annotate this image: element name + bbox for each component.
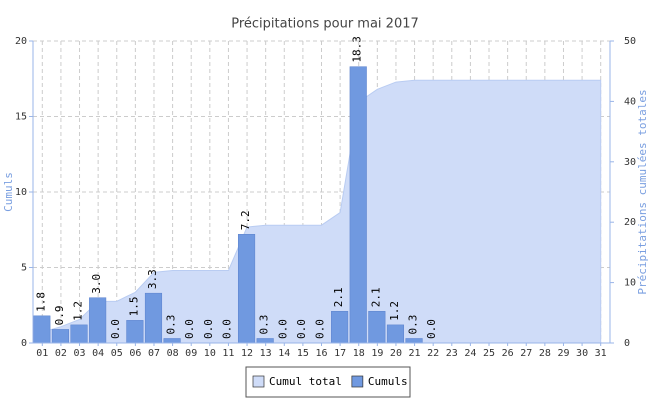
y2-tick-label: 40 xyxy=(624,96,636,107)
data-label: 0.3 xyxy=(407,315,420,335)
x-tick-label: 21 xyxy=(409,348,421,359)
y2-tick-label: 20 xyxy=(624,217,636,228)
data-label: 0.0 xyxy=(202,319,215,339)
data-label: 0.0 xyxy=(314,319,327,339)
data-label: 0.0 xyxy=(425,319,438,339)
data-label: 0.0 xyxy=(220,319,233,339)
x-tick-label: 24 xyxy=(464,348,476,359)
bar xyxy=(144,292,163,344)
data-label: 0.0 xyxy=(295,319,308,339)
bar xyxy=(33,315,51,344)
x-tick-label: 11 xyxy=(222,348,234,359)
y-tick-label: 0 xyxy=(21,338,27,349)
legend-box xyxy=(245,366,411,398)
x-tick-label: 29 xyxy=(557,348,569,359)
data-label: 3.3 xyxy=(146,269,159,289)
x-tick-label: 19 xyxy=(371,348,383,359)
data-label: 0.3 xyxy=(165,315,178,335)
data-label: 7.2 xyxy=(239,210,252,230)
y2-axis-title: Précipitations cumulées totales xyxy=(636,89,649,294)
data-label: 1.8 xyxy=(34,292,47,312)
bar xyxy=(237,234,256,344)
y2-tick-label: 10 xyxy=(624,278,636,289)
cumulative-area xyxy=(41,79,602,344)
data-label: 1.2 xyxy=(72,301,85,321)
bar xyxy=(89,297,107,344)
data-label: 0.0 xyxy=(109,319,122,339)
y-tick-label: 20 xyxy=(15,36,27,47)
data-label: 1.5 xyxy=(127,296,140,316)
bar xyxy=(163,338,181,344)
x-tick-label: 12 xyxy=(241,348,253,359)
y-axis-title: Cumuls xyxy=(2,172,15,212)
x-tick-label: 08 xyxy=(167,348,179,359)
bar xyxy=(386,324,405,344)
y-tick-label: 15 xyxy=(15,112,27,123)
bar xyxy=(349,66,367,344)
data-label: 0.0 xyxy=(183,319,196,339)
legend-swatch xyxy=(351,375,364,388)
bar xyxy=(126,320,144,344)
x-tick-label: 06 xyxy=(129,348,141,359)
x-tick-label: 27 xyxy=(520,348,532,359)
x-tick-label: 14 xyxy=(278,348,290,359)
x-tick-label: 20 xyxy=(390,348,402,359)
x-tick-label: 15 xyxy=(297,348,309,359)
x-tick-label: 07 xyxy=(148,348,160,359)
x-tick-label: 04 xyxy=(92,348,104,359)
y2-tick-label: 50 xyxy=(624,36,636,47)
x-tick-label: 30 xyxy=(576,348,588,359)
y-tick-label: 10 xyxy=(15,187,27,198)
x-tick-label: 09 xyxy=(185,348,197,359)
bar xyxy=(368,311,386,344)
bar xyxy=(405,338,423,344)
data-label: 0.3 xyxy=(258,315,271,335)
x-tick-label: 25 xyxy=(483,348,495,359)
data-label: 1.2 xyxy=(388,301,401,321)
x-tick-label: 05 xyxy=(111,348,123,359)
legend-label: Cumuls xyxy=(368,375,408,388)
x-tick-label: 02 xyxy=(55,348,67,359)
data-label: 0.0 xyxy=(276,319,289,339)
y2-tick-label: 30 xyxy=(624,157,636,168)
bar xyxy=(331,311,349,344)
chart-title: Précipitations pour mai 2017 xyxy=(231,17,419,32)
x-tick-label: 13 xyxy=(260,348,272,359)
x-tick-label: 16 xyxy=(315,348,327,359)
y2-tick-label: 0 xyxy=(624,338,630,349)
x-tick-label: 26 xyxy=(502,348,514,359)
bar xyxy=(51,329,69,344)
x-tick-label: 22 xyxy=(427,348,439,359)
data-label: 3.0 xyxy=(90,274,103,294)
bar xyxy=(70,324,88,344)
legend-swatch xyxy=(252,375,265,388)
x-tick-label: 23 xyxy=(446,348,458,359)
legend-label: Cumul total xyxy=(269,375,342,388)
bar xyxy=(256,338,274,344)
x-tick-label: 10 xyxy=(204,348,216,359)
data-label: 2.1 xyxy=(332,287,345,307)
x-tick-label: 17 xyxy=(334,348,346,359)
x-tick-label: 03 xyxy=(74,348,86,359)
x-tick-label: 01 xyxy=(36,348,48,359)
x-tick-label: 18 xyxy=(353,348,365,359)
x-tick-label: 28 xyxy=(539,348,551,359)
data-label: 2.1 xyxy=(369,287,382,307)
x-tick-label: 31 xyxy=(595,348,607,359)
data-label: 18.3 xyxy=(351,36,364,63)
y-tick-label: 5 xyxy=(21,263,27,274)
data-label: 0.9 xyxy=(53,306,66,326)
